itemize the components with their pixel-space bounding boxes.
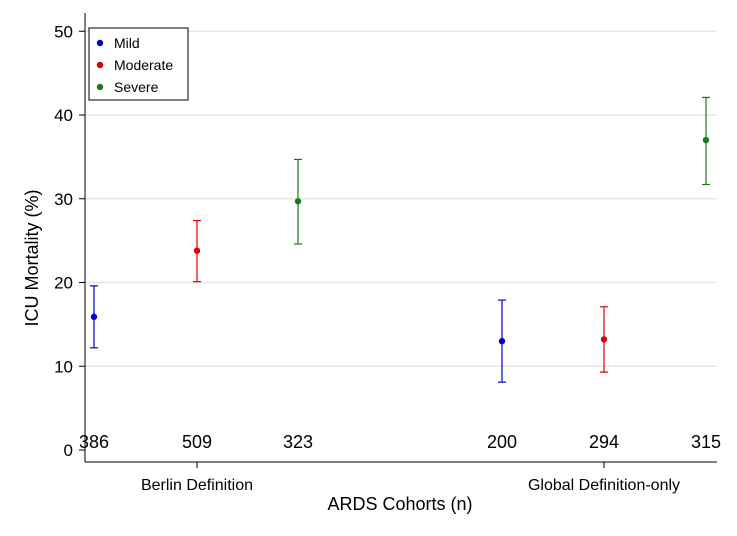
data-point [193,247,201,254]
data-point [702,136,710,144]
y-axis-title: ICU Mortality (%) [22,189,42,326]
x-labels: Berlin Definition Global Definition-only 3… [79,432,721,494]
data-marks [90,96,710,383]
legend-marker [96,61,104,69]
y-tick-label: 30 [54,190,73,209]
count-label: 509 [182,432,212,452]
count-label: 200 [487,432,517,452]
legend-marker [96,83,104,91]
legend-label: Moderate [114,57,173,73]
legend: Mild Moderate Severe [88,27,189,101]
legend-marker [96,39,104,47]
axes [84,13,717,463]
legend-label: Severe [114,79,159,95]
count-label: 323 [283,432,313,452]
category-label: Berlin Definition [141,477,253,494]
data-point [498,337,506,345]
data-point [294,198,302,205]
count-label: 315 [691,432,721,452]
data-point [90,313,98,321]
category-label: Global Definition-only [528,477,680,494]
y-tick-label: 20 [54,274,73,293]
y-ticks: 0 10 20 30 40 50 [54,22,85,460]
y-tick-label: 0 [64,441,73,460]
legend-label: Mild [114,35,140,51]
count-label: 386 [79,432,109,452]
legend-box [88,27,189,101]
y-tick-label: 40 [54,106,73,125]
data-point [600,336,608,343]
y-tick-label: 10 [54,357,73,376]
y-tick-label: 50 [54,22,73,41]
x-axis-title: ARDS Cohorts (n) [327,494,472,514]
grid-lines [85,30,717,367]
count-label: 294 [589,432,619,452]
